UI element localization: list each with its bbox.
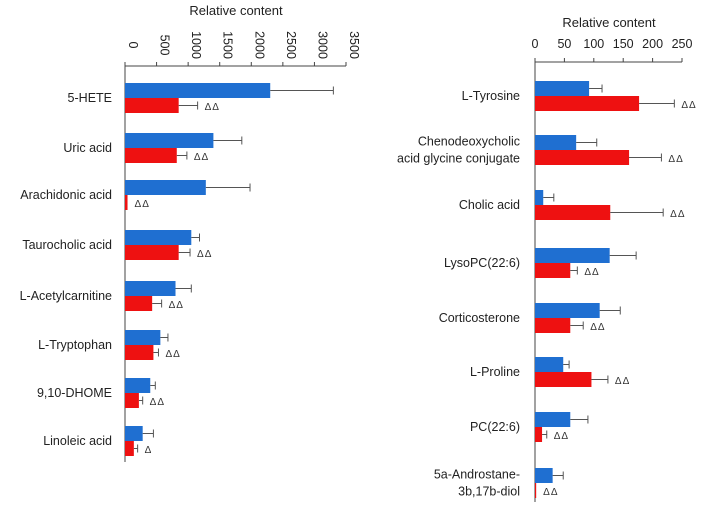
bar-blue-left bbox=[125, 180, 206, 195]
significance-marker-right: ΔΔ bbox=[543, 487, 558, 498]
category-label-right: LysoPC(22:6) bbox=[444, 256, 520, 270]
category-label-right: 5a-Androstane- bbox=[434, 468, 520, 482]
category-label-right: acid glycine conjugate bbox=[397, 152, 520, 166]
bar-red-left bbox=[125, 345, 154, 360]
significance-marker-right: ΔΔ bbox=[668, 154, 683, 165]
category-label-left: L-Tryptophan bbox=[38, 338, 112, 352]
x-tick-label-right: 0 bbox=[532, 37, 539, 51]
bar-blue-left bbox=[125, 133, 214, 148]
x-tick-label-left: 2500 bbox=[284, 31, 298, 59]
bar-blue-right bbox=[535, 190, 544, 205]
x-tick-label-right: 250 bbox=[672, 37, 693, 51]
x-axis-title-right: Relative content bbox=[562, 15, 656, 30]
bar-red-left bbox=[125, 98, 179, 113]
x-axis-title-left: Relative content bbox=[189, 3, 283, 18]
bar-red-right bbox=[535, 427, 543, 442]
bar-blue-left bbox=[125, 378, 151, 393]
bar-blue-left bbox=[125, 281, 176, 296]
significance-marker-right: ΔΔ bbox=[615, 376, 630, 387]
category-label-right: L-Proline bbox=[470, 365, 520, 379]
category-label-right: L-Tyrosine bbox=[462, 89, 520, 103]
chart-panel-left: Relative content 0 500 1000 1500 2000 2500 300… bbox=[20, 3, 361, 462]
significance-marker-left: Δ bbox=[145, 445, 153, 456]
bar-blue-left bbox=[125, 426, 143, 441]
significance-marker-right: ΔΔ bbox=[681, 100, 696, 111]
bar-red-right bbox=[535, 318, 571, 333]
x-tick-label-left: 500 bbox=[158, 35, 172, 56]
bar-blue-right bbox=[535, 248, 610, 263]
significance-marker-left: ΔΔ bbox=[197, 249, 212, 260]
category-label-left: Linoleic acid bbox=[43, 434, 112, 448]
bar-blue-right bbox=[535, 135, 577, 150]
category-label-right: Cholic acid bbox=[459, 198, 520, 212]
bar-red-left bbox=[125, 296, 153, 311]
x-tick-label-left: 0 bbox=[126, 42, 140, 49]
bar-blue-left bbox=[125, 330, 161, 345]
category-label-right: Corticosterone bbox=[439, 311, 520, 325]
bar-red-left bbox=[125, 245, 179, 260]
category-label-left: 9,10-DHOME bbox=[37, 386, 112, 400]
bar-red-left bbox=[125, 393, 139, 408]
category-label-left: L-Acetylcarnitine bbox=[20, 289, 112, 303]
bar-blue-left bbox=[125, 83, 271, 98]
bar-blue-right bbox=[535, 81, 590, 96]
category-label-right: PC(22:6) bbox=[470, 420, 520, 434]
bar-red-left bbox=[125, 148, 177, 163]
significance-marker-right: ΔΔ bbox=[584, 267, 599, 278]
bar-red-right bbox=[535, 150, 630, 165]
bar-blue-left bbox=[125, 230, 192, 245]
bar-blue-right bbox=[535, 303, 600, 318]
significance-marker-left: ΔΔ bbox=[165, 349, 180, 360]
bar-blue-right bbox=[535, 357, 564, 372]
significance-marker-left: ΔΔ bbox=[194, 152, 209, 163]
significance-marker-left: ΔΔ bbox=[205, 102, 220, 113]
significance-marker-right: ΔΔ bbox=[670, 209, 685, 220]
x-tick-label-left: 3500 bbox=[347, 31, 361, 59]
x-tick-label-right: 150 bbox=[613, 37, 634, 51]
significance-marker-left: ΔΔ bbox=[135, 199, 150, 210]
bar-red-left bbox=[125, 441, 134, 456]
category-label-left: 5-HETE bbox=[68, 91, 112, 105]
bar-red-right bbox=[535, 483, 537, 498]
significance-marker-right: ΔΔ bbox=[554, 431, 569, 442]
category-label-left: Taurocholic acid bbox=[22, 238, 112, 252]
x-tick-label-right: 50 bbox=[557, 37, 571, 51]
bar-red-right bbox=[535, 372, 592, 387]
x-tick-label-left: 3000 bbox=[315, 31, 329, 59]
category-label-left: Arachidonic acid bbox=[20, 188, 112, 202]
x-tick-label-right: 100 bbox=[583, 37, 604, 51]
category-label-right: 3b,17b-diol bbox=[458, 485, 520, 499]
x-tick-label-left: 1500 bbox=[221, 31, 235, 59]
bar-red-right bbox=[535, 263, 571, 278]
x-tick-label-left: 1000 bbox=[189, 31, 203, 59]
bar-red-right bbox=[535, 96, 640, 111]
significance-marker-left: ΔΔ bbox=[150, 397, 165, 408]
category-label-left: Uric acid bbox=[63, 141, 112, 155]
bar-blue-right bbox=[535, 468, 553, 483]
bar-blue-right bbox=[535, 412, 571, 427]
category-label-right: Chenodeoxycholic bbox=[418, 135, 520, 149]
x-tick-label-right: 200 bbox=[642, 37, 663, 51]
x-tick-label-left: 2000 bbox=[252, 31, 266, 59]
chart-panel-right: Relative content 0 50 100 150 200 250 L-Tyrosi… bbox=[397, 15, 696, 502]
bar-red-right bbox=[535, 205, 611, 220]
bar-red-left bbox=[125, 195, 128, 210]
significance-marker-right: ΔΔ bbox=[590, 322, 605, 333]
significance-marker-left: ΔΔ bbox=[169, 300, 184, 311]
